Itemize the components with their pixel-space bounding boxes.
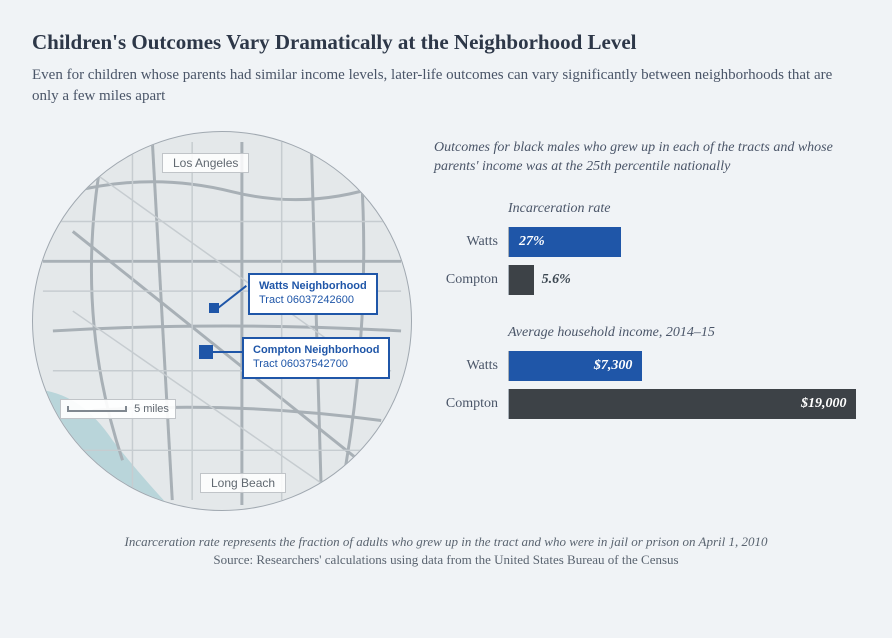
- content-row: Los Angeles Long Beach Watts Neighborhood…: [32, 131, 860, 511]
- tract-marker: [199, 345, 213, 359]
- chart1-bar-compton: Compton 5.6%: [434, 265, 860, 295]
- tract-label: Compton NeighborhoodTract 06037542700: [242, 337, 390, 379]
- bar: 5.6%: [509, 265, 534, 295]
- city-label: Los Angeles: [162, 153, 249, 173]
- page-subtitle: Even for children whose parents had simi…: [32, 65, 860, 107]
- map-container: Los Angeles Long Beach Watts Neighborhood…: [32, 131, 412, 511]
- charts-column: Outcomes for black males who grew up in …: [434, 131, 860, 449]
- charts-description: Outcomes for black males who grew up in …: [434, 139, 860, 177]
- map-circle: [32, 131, 412, 511]
- bar-label: Compton: [434, 272, 508, 288]
- bar-value: $19,000: [801, 396, 847, 412]
- chart1-title: Incarceration rate: [434, 201, 860, 217]
- chart1-bar-watts: Watts 27%: [434, 227, 860, 257]
- bar: $7,300: [509, 351, 642, 381]
- bar-track: 5.6%: [508, 265, 860, 295]
- chart2-bar-watts: Watts $7,300: [434, 351, 860, 381]
- bar-track: 27%: [508, 227, 860, 257]
- bar: $19,000: [509, 389, 856, 419]
- chart2-title: Average household income, 2014–15: [434, 325, 860, 341]
- chart-incarceration: Incarceration rate Watts 27% Compton 5.6…: [434, 201, 860, 295]
- footer: Incarceration rate represents the fracti…: [32, 533, 860, 569]
- bar-label: Compton: [434, 396, 508, 412]
- map-svg: [33, 132, 411, 510]
- city-label: Long Beach: [200, 473, 286, 493]
- chart-income: Average household income, 2014–15 Watts …: [434, 325, 860, 419]
- bar-label: Watts: [434, 234, 508, 250]
- bar-value: $7,300: [594, 358, 633, 374]
- bar-value: 5.6%: [542, 272, 571, 288]
- scale-line-icon: [67, 406, 127, 412]
- bar-value: 27%: [519, 234, 545, 250]
- tract-leader-line: [212, 351, 244, 353]
- chart2-bar-compton: Compton $19,000: [434, 389, 860, 419]
- tract-label: Watts NeighborhoodTract 06037242600: [248, 273, 378, 315]
- footer-line2: Source: Researchers' calculations using …: [32, 551, 860, 569]
- bar-track: $7,300: [508, 351, 860, 381]
- page-title: Children's Outcomes Vary Dramatically at…: [32, 30, 860, 55]
- bar-label: Watts: [434, 358, 508, 374]
- footer-line1: Incarceration rate represents the fracti…: [32, 533, 860, 551]
- scale-bar: 5 miles: [60, 399, 176, 419]
- scale-label: 5 miles: [134, 403, 169, 415]
- bar-track: $19,000: [508, 389, 860, 419]
- bar: 27%: [509, 227, 621, 257]
